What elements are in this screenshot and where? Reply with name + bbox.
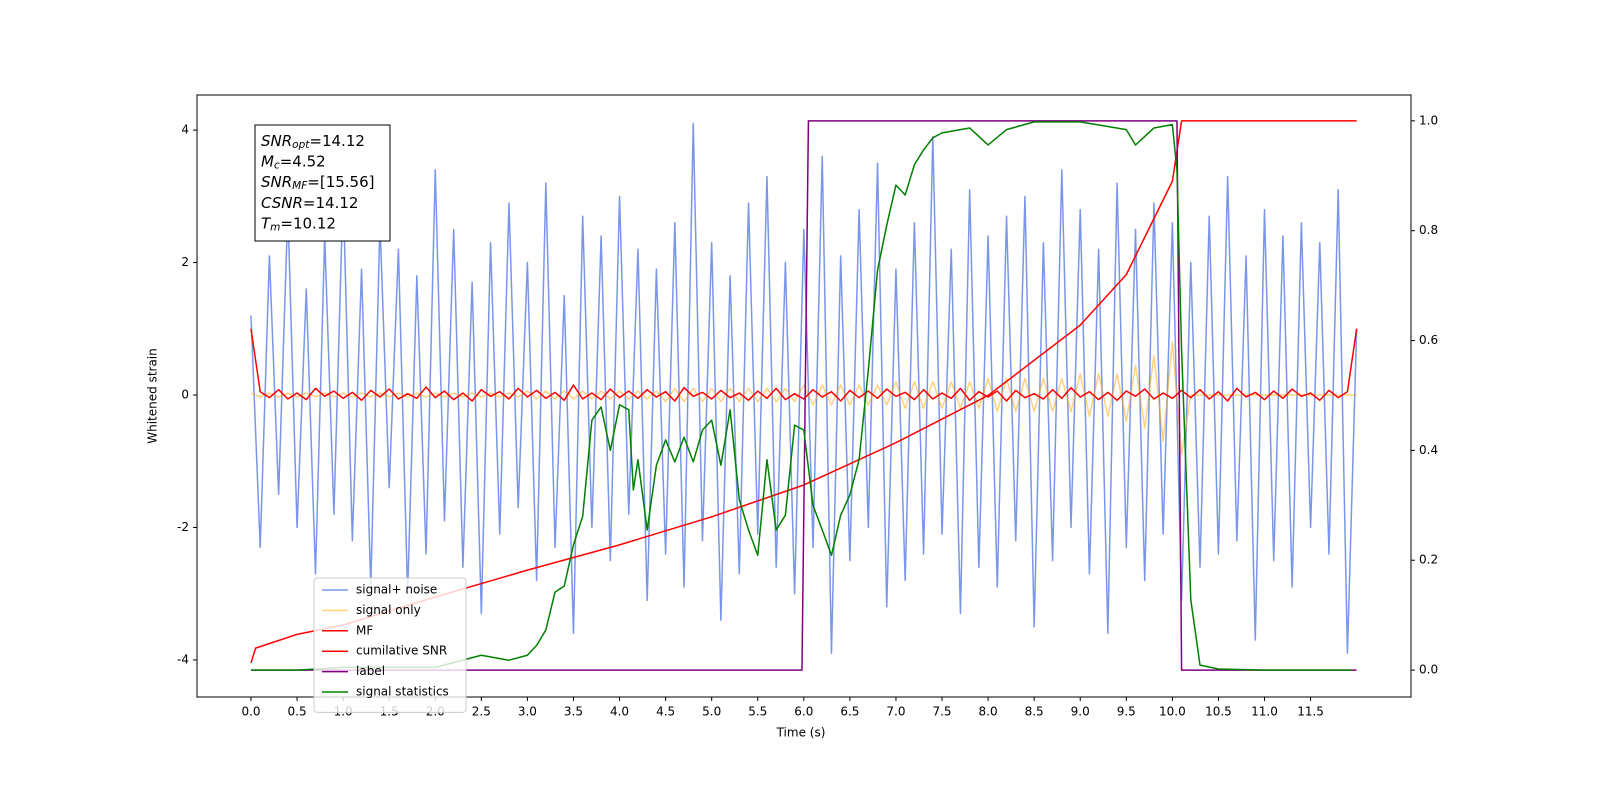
x-tick-label: 10.0: [1159, 705, 1186, 719]
series-line: [250, 122, 1358, 655]
annotation-box: [254, 124, 391, 242]
y-tick-label: 2: [181, 255, 189, 269]
x-tick-label: 11.0: [1251, 705, 1278, 719]
annotation: Tm=10.12: [261, 214, 336, 234]
y-tick-label: -4: [177, 652, 189, 666]
y2-tick-label: 0.6: [1419, 333, 1438, 347]
y2-tick-label: 0.8: [1419, 223, 1438, 237]
annotation-name: SNR: [261, 132, 292, 150]
legend-label: cumilative SNR: [356, 644, 447, 658]
legend-box: [313, 577, 467, 713]
x-tick-label: 3.5: [564, 705, 583, 719]
x-tick-label: 6.5: [840, 705, 859, 719]
annotation-text: =4.52: [280, 152, 326, 170]
annotation-name: CSNR: [261, 193, 303, 211]
annotation-subscript: opt: [292, 139, 310, 151]
y2-tick-label: 0.4: [1419, 443, 1438, 457]
annotation-text: =[15.56]: [307, 173, 374, 191]
x-tick-label: 0.0: [241, 705, 260, 719]
legend-label: label: [356, 664, 385, 678]
x-tick-label: 5.5: [748, 705, 767, 719]
annotation-text: =10.12: [280, 214, 336, 232]
annotation: Mc=4.52: [261, 152, 326, 172]
y2-tick-label: 1.0: [1419, 113, 1438, 127]
x-tick-label: 5.0: [702, 705, 721, 719]
x-tick-label: 7.5: [932, 705, 951, 719]
annotation: CSNR=14.12: [261, 193, 358, 211]
series-line: [250, 120, 1357, 671]
y-tick-label: 4: [181, 123, 189, 137]
annotation-name: SNR: [261, 173, 292, 191]
annotation-text: =14.12: [303, 193, 359, 211]
x-tick-label: 9.0: [1071, 705, 1090, 719]
x-tick-label: 10.5: [1205, 705, 1232, 719]
x-tick-label: 8.0: [979, 705, 998, 719]
x-tick-label: 3.0: [518, 705, 537, 719]
x-axis-label: Time (s): [776, 726, 826, 740]
annotation-subscript: MF: [292, 180, 308, 192]
annotation-text: =14.12: [309, 132, 365, 150]
x-tick-label: 4.5: [656, 705, 675, 719]
legend-label: MF: [356, 623, 373, 637]
annotation-subscript: c: [274, 160, 280, 172]
x-tick-label: 9.5: [1117, 705, 1136, 719]
x-tick-label: 11.5: [1297, 705, 1324, 719]
series-line: [250, 121, 1353, 671]
legend-label: signal statistics: [356, 685, 449, 699]
annotation: SNRMF=[15.56]: [261, 173, 375, 193]
y-tick-label: 0: [181, 388, 189, 402]
y-tick-label: -2: [177, 520, 189, 534]
annotation-subscript: m: [270, 221, 280, 233]
series-line: [250, 341, 1357, 456]
legend-label: signal+ noise: [356, 583, 437, 597]
x-tick-label: 4.0: [610, 705, 629, 719]
y2-tick-label: 0.2: [1419, 553, 1438, 567]
series-line: [250, 328, 1358, 402]
y-axis-label: Whitened strain: [146, 348, 160, 444]
x-tick-label: 6.0: [794, 705, 813, 719]
x-tick-label: 7.0: [886, 705, 905, 719]
y2-tick-label: 0.0: [1419, 663, 1438, 677]
legend-label: signal only: [356, 603, 421, 617]
x-tick-label: 0.5: [288, 705, 307, 719]
annotation-name: M: [261, 152, 274, 170]
annotation: SNRopt=14.12: [261, 132, 365, 152]
x-tick-label: 2.5: [472, 705, 491, 719]
x-tick-label: 8.5: [1025, 705, 1044, 719]
annotation-name: T: [261, 214, 272, 232]
